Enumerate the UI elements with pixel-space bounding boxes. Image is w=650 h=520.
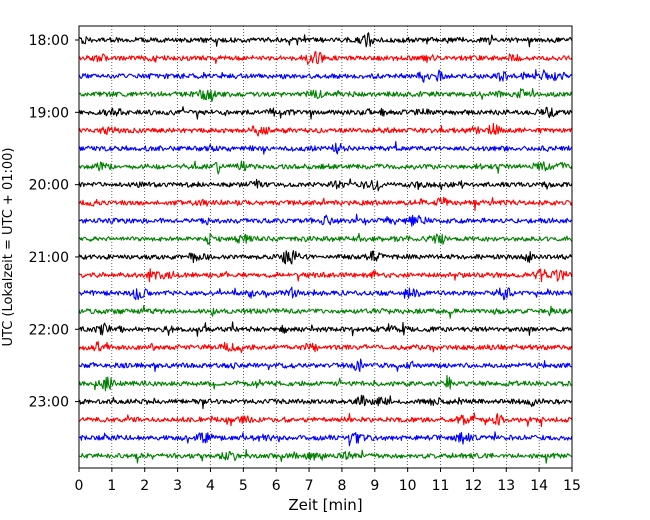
trace-line (78, 358, 573, 373)
x-tick-label: 7 (305, 478, 314, 494)
trace-line (78, 448, 573, 464)
trace-line (78, 160, 573, 175)
x-tick-label: 9 (370, 478, 379, 494)
x-tick-label: 8 (337, 478, 346, 494)
trace-line (78, 394, 573, 410)
trace-line (78, 412, 573, 428)
x-tick-label: 10 (399, 478, 417, 494)
trace-line (78, 286, 573, 301)
trace-line (78, 321, 572, 337)
y-tick-label: 22:00 (29, 322, 69, 338)
y-tick-label: 23:00 (29, 395, 69, 411)
trace-line (78, 106, 573, 120)
trace-line (78, 88, 573, 103)
trace-line (78, 178, 573, 192)
x-tick-label: 13 (497, 478, 515, 494)
traces (78, 32, 573, 464)
trace-line (78, 213, 573, 227)
y-tick-label: 20:00 (29, 178, 69, 194)
trace-line (78, 341, 573, 353)
x-tick-label: 1 (107, 478, 116, 494)
x-tick-label: 4 (206, 478, 215, 494)
trace-line (78, 51, 573, 65)
trace-line (78, 196, 573, 212)
trace-line (78, 250, 573, 265)
trace-line (78, 32, 573, 48)
trace-line (78, 305, 573, 319)
x-tick-label: 3 (173, 478, 182, 494)
x-tick-label: 0 (75, 478, 84, 494)
trace-line (78, 232, 573, 246)
trace-line (78, 268, 573, 283)
y-tick-label: 18:00 (29, 33, 69, 49)
x-tick-label: 2 (140, 478, 149, 494)
x-tick-label: 5 (239, 478, 248, 494)
x-tick-label: 11 (432, 478, 450, 494)
y-axis-label: UTC (Lokalzeit = UTC + 01:00) (1, 148, 16, 347)
trace-line (78, 431, 573, 447)
y-axis-ticks: 18:00 19:00 20:00 21:00 22:00 23:00 (29, 33, 79, 411)
plot-frame (78, 25, 573, 469)
x-tick-label: 12 (464, 478, 482, 494)
x-tick-label: 15 (563, 478, 581, 494)
trace-line (78, 375, 573, 392)
trace-line (78, 69, 573, 83)
x-tick-label: 6 (272, 478, 281, 494)
x-axis-label: Zeit [min] (288, 496, 362, 514)
x-axis-ticks: 0 1 2 3 4 5 6 7 8 9 10 11 12 13 14 15 (75, 468, 581, 494)
trace-line (78, 141, 573, 155)
x-tick-label: 14 (530, 478, 548, 494)
y-tick-label: 19:00 (29, 105, 69, 121)
trace-line (78, 122, 573, 137)
y-tick-label: 21:00 (29, 250, 69, 266)
